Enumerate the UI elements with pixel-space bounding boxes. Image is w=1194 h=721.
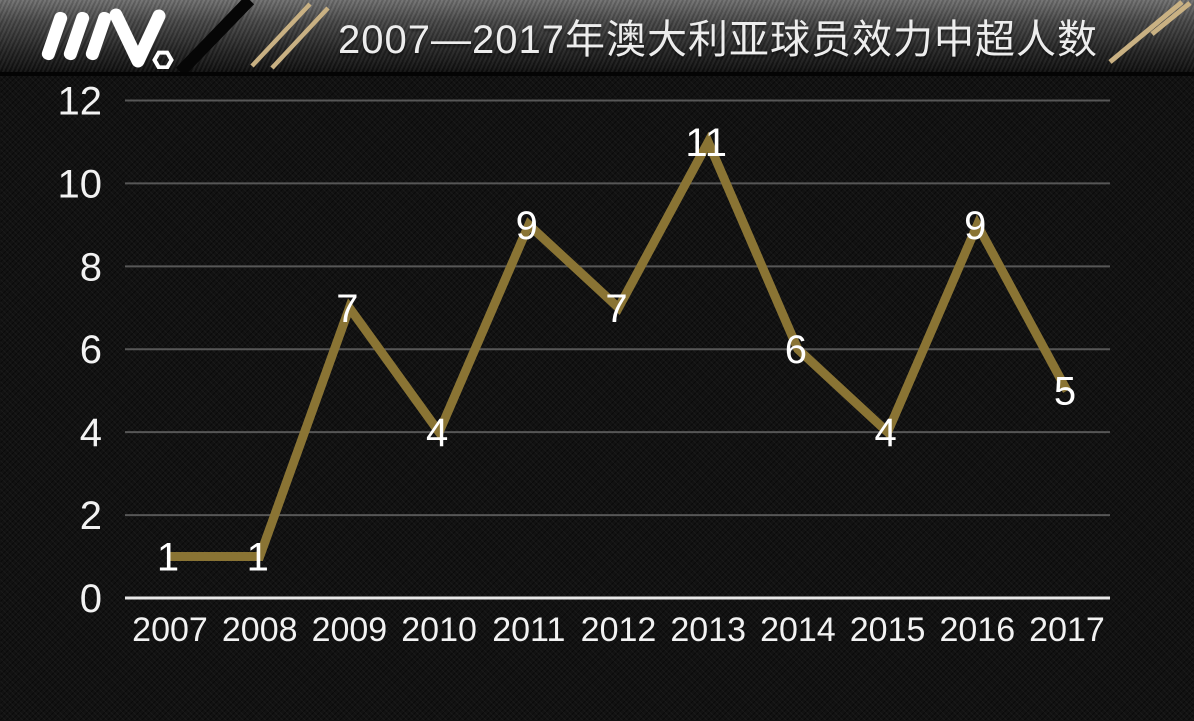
data-point-label: 6 [785,328,807,372]
y-tick-label: 8 [80,245,102,289]
x-tick-label: 2011 [492,611,565,649]
data-line [170,131,1071,562]
header-diagonal-divider [175,0,255,72]
data-point-label: 1 [247,536,269,580]
x-tick-label: 2010 [401,611,477,649]
title-left-slashes-icon [250,2,330,70]
x-tick-label: 2007 [132,611,208,649]
y-tick-label: 12 [58,79,103,123]
y-tick-label: 6 [80,328,102,372]
y-tick-label: 0 [80,577,102,621]
brand-logo-icon [41,8,174,69]
data-point-label: 7 [605,287,627,331]
data-point-label: 9 [516,204,538,248]
x-tick-label: 2015 [850,611,926,649]
x-tick-label: 2008 [222,611,298,649]
data-point-label: 4 [874,411,896,455]
x-tick-label: 2013 [670,611,746,649]
data-point-label: 1 [157,536,179,580]
title-zone: 2007—2017年澳大利亚球员效力中超人数 [250,0,1194,72]
logo-zone [0,0,255,72]
x-tick-label: 2009 [312,611,388,649]
y-tick-label: 10 [58,162,103,206]
x-tick-label: 2012 [581,611,657,649]
chart-title: 2007—2017年澳大利亚球员效力中超人数 [338,18,1098,62]
data-point-label: 4 [426,411,448,455]
header: 2007—2017年澳大利亚球员效力中超人数 [0,0,1194,76]
data-point-label: 9 [964,204,986,248]
x-tick-label: 2014 [760,611,836,649]
x-tick-label: 2016 [939,611,1015,649]
data-point-label: 7 [336,287,358,331]
y-tick-label: 2 [80,494,102,538]
x-tick-label: 2017 [1029,611,1105,649]
data-point-label: 11 [685,121,727,165]
data-point-label: 5 [1054,370,1076,414]
y-tick-label: 4 [80,411,102,455]
title-right-slashes-icon [1108,0,1192,64]
